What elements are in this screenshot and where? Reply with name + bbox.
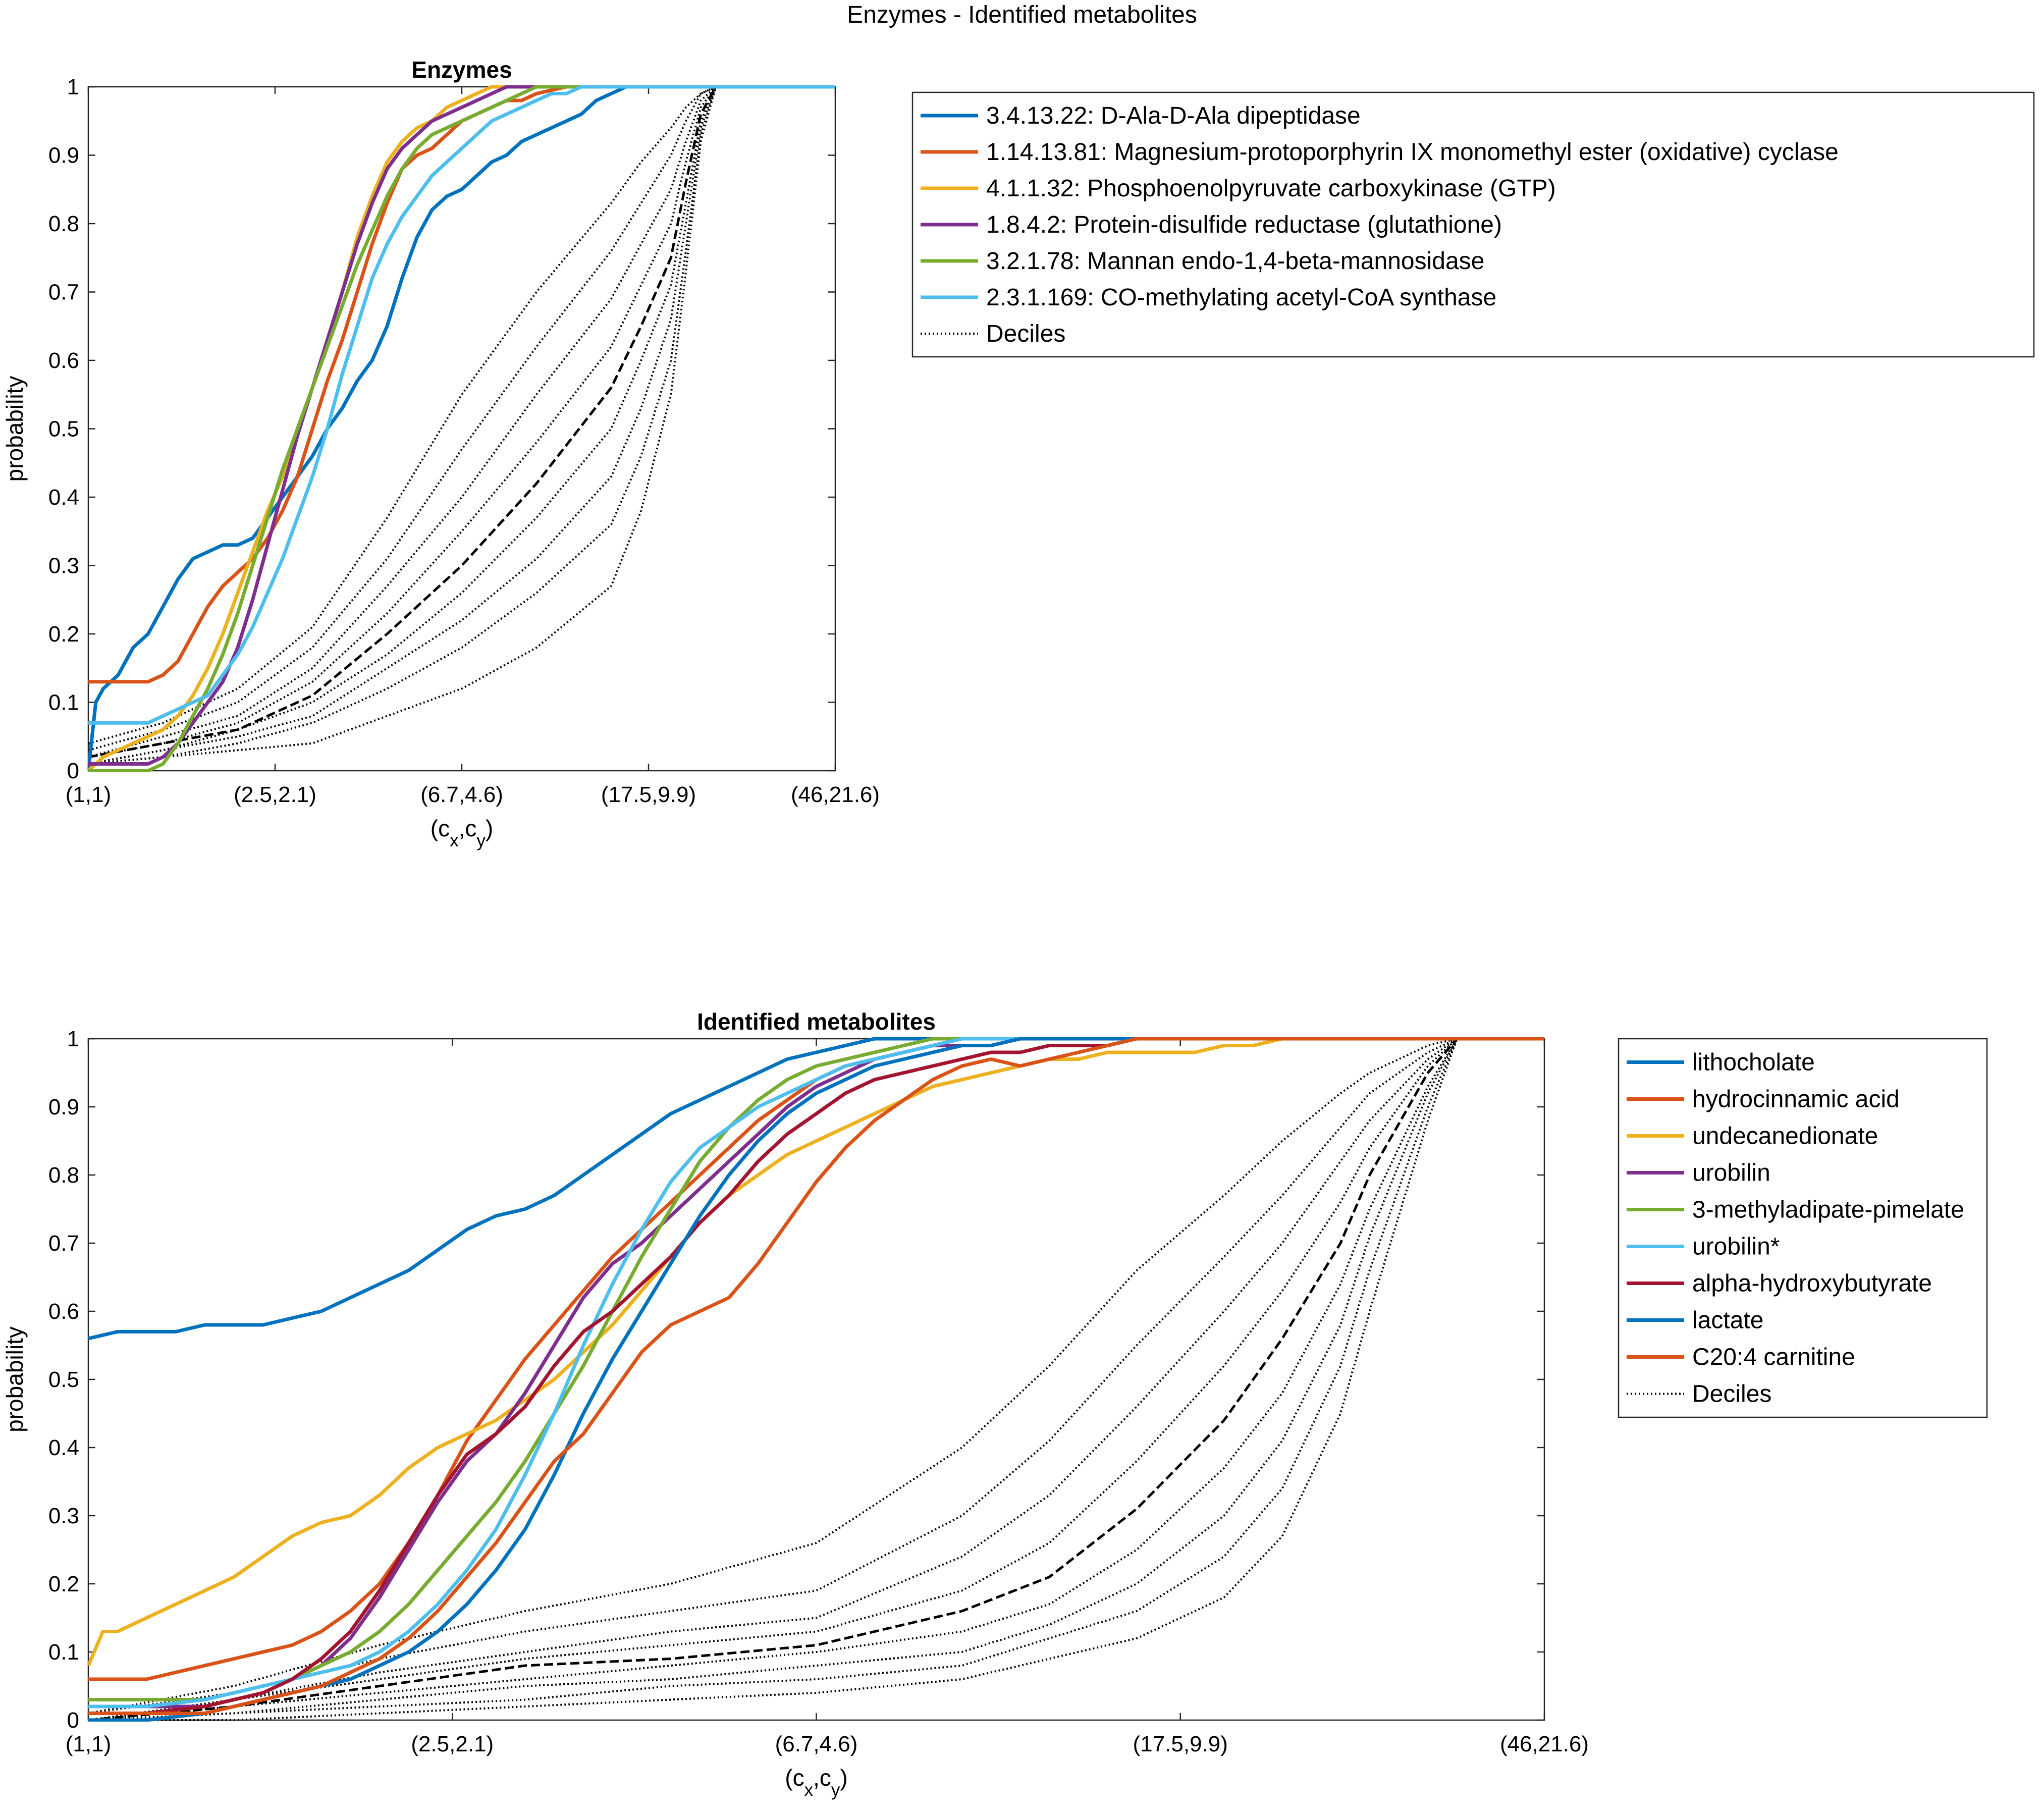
x-tick-label: (2.5,2.1) — [234, 782, 316, 807]
y-tick-label: 0 — [67, 1708, 79, 1733]
decile-line — [88, 1038, 1544, 1715]
decile-line — [88, 1038, 1544, 1721]
y-tick-label: 0.5 — [48, 417, 79, 442]
y-tick-label: 0.2 — [48, 622, 79, 647]
legend-label: alpha-hydroxybutyrate — [1692, 1270, 1932, 1297]
metabolites-chart: Identified metabolites 0 0.1 0.2 0.3 0.4 0.5 0.… — [2, 1008, 1988, 1800]
x-tick-label: (17.5,9.9) — [1133, 1732, 1228, 1756]
y-tick-label: 0.6 — [48, 1299, 79, 1324]
legend-label: 3.4.13.22: D-Ala-D-Ala dipeptidase — [986, 102, 1361, 129]
y-tick-label: 0.3 — [48, 1504, 79, 1528]
legend-label: urobilin* — [1692, 1234, 1780, 1260]
x-tick-label: (17.5,9.9) — [601, 782, 696, 807]
y-tick-label: 0.7 — [48, 1231, 79, 1256]
chart-title: Identified metabolites — [697, 1008, 936, 1035]
chart-title: Enzymes — [411, 57, 512, 83]
legend-label: 1.8.4.2: Protein-disulfide reductase (gl… — [986, 211, 1502, 238]
y-tick-label: 0.8 — [48, 211, 79, 236]
legend-label: Deciles — [1692, 1381, 1771, 1408]
x-tick-label: (6.7,4.6) — [420, 782, 503, 807]
series-line — [88, 85, 835, 725]
x-axis-label: (cx,cy) — [785, 1765, 847, 1800]
legend-box — [1618, 1038, 1988, 1418]
y-axis-label: probability — [2, 1326, 28, 1432]
decile-line — [88, 86, 835, 765]
x-tick-label: (1,1) — [66, 1732, 111, 1756]
y-tick-label: 0.3 — [48, 554, 79, 578]
series-line — [88, 85, 835, 771]
figure-title: Enzymes - Identified metabolites — [847, 2, 1197, 28]
series-line — [88, 85, 835, 772]
enzymes-chart: Enzymes 0 0.1 0.2 0.3 0.4 0.5 0.6 0.7 0.8 0.9 1 (1,1… — [2, 57, 2035, 850]
legend-label: 4.1.1.32: Phosphoenolpyruvate carboxykin… — [986, 175, 1556, 202]
x-tick-label: (46,21.6) — [791, 782, 880, 807]
series-line — [88, 1037, 1544, 1715]
y-tick-label: 0.4 — [48, 485, 79, 510]
y-tick-label: 0.1 — [48, 1640, 79, 1665]
y-axis-label: probability — [2, 376, 28, 482]
legend-label: urobilin — [1692, 1160, 1770, 1187]
y-tick-label: 0 — [67, 759, 79, 783]
decile-line — [88, 1038, 1544, 1721]
y-tick-label: 0.6 — [48, 348, 79, 373]
decile-line — [88, 1038, 1544, 1721]
y-tick-label: 0.7 — [48, 280, 79, 305]
legend-label: undecanedionate — [1692, 1123, 1878, 1150]
legend-label: 2.3.1.169: CO-methylating acetyl-CoA syn… — [986, 284, 1496, 311]
x-axis-label: (cx,cy) — [431, 815, 493, 850]
series-line — [88, 1037, 1544, 1341]
legend: 3.4.13.22: D-Ala-D-Ala dipeptidase 1.14.1… — [911, 91, 2035, 358]
decile-line — [88, 1038, 1544, 1721]
legend-box — [911, 91, 2035, 358]
decile-line — [88, 1038, 1544, 1721]
legend-label: 3.2.1.78: Mannan endo-1,4-beta-mannosida… — [986, 248, 1484, 275]
y-tick-label: 0.9 — [48, 1095, 79, 1119]
decile-median-line — [88, 85, 835, 759]
series-group — [88, 85, 835, 772]
series-group — [88, 1037, 1544, 1722]
x-tick-label: (1,1) — [66, 782, 111, 807]
legend: lithocholate hydrocinnamic acid undecanedi… — [1618, 1038, 1988, 1418]
legend-label: 1.14.13.81: Magnesium-protoporphyrin IX … — [986, 139, 1839, 166]
x-tick-label: (2.5,2.1) — [411, 1732, 494, 1756]
x-tick-label: (46,21.6) — [1500, 1732, 1589, 1756]
y-tick-label: 1 — [67, 1027, 79, 1051]
decile-line — [88, 1038, 1544, 1715]
legend-label: Deciles — [986, 321, 1065, 347]
legend-label: lithocholate — [1692, 1049, 1815, 1076]
y-tick-label: 0.5 — [48, 1367, 79, 1392]
y-tick-label: 0.9 — [48, 143, 79, 168]
legend-label: 3-methyladipate-pimelate — [1692, 1197, 1964, 1223]
legend-label: hydrocinnamic acid — [1692, 1086, 1900, 1113]
legend-label: C20:4 carnitine — [1692, 1344, 1855, 1371]
y-tick-label: 0.4 — [48, 1435, 79, 1460]
y-tick-label: 0.8 — [48, 1163, 79, 1188]
decile-median-line — [88, 1037, 1544, 1722]
legend-label: lactate — [1692, 1307, 1763, 1334]
y-tick-label: 0.1 — [48, 690, 79, 715]
y-tick-label: 0.2 — [48, 1572, 79, 1596]
decile-line — [88, 86, 835, 758]
y-tick-label: 1 — [67, 75, 79, 99]
series-line — [88, 85, 835, 766]
x-tick-label: (6.7,4.6) — [775, 1732, 858, 1756]
